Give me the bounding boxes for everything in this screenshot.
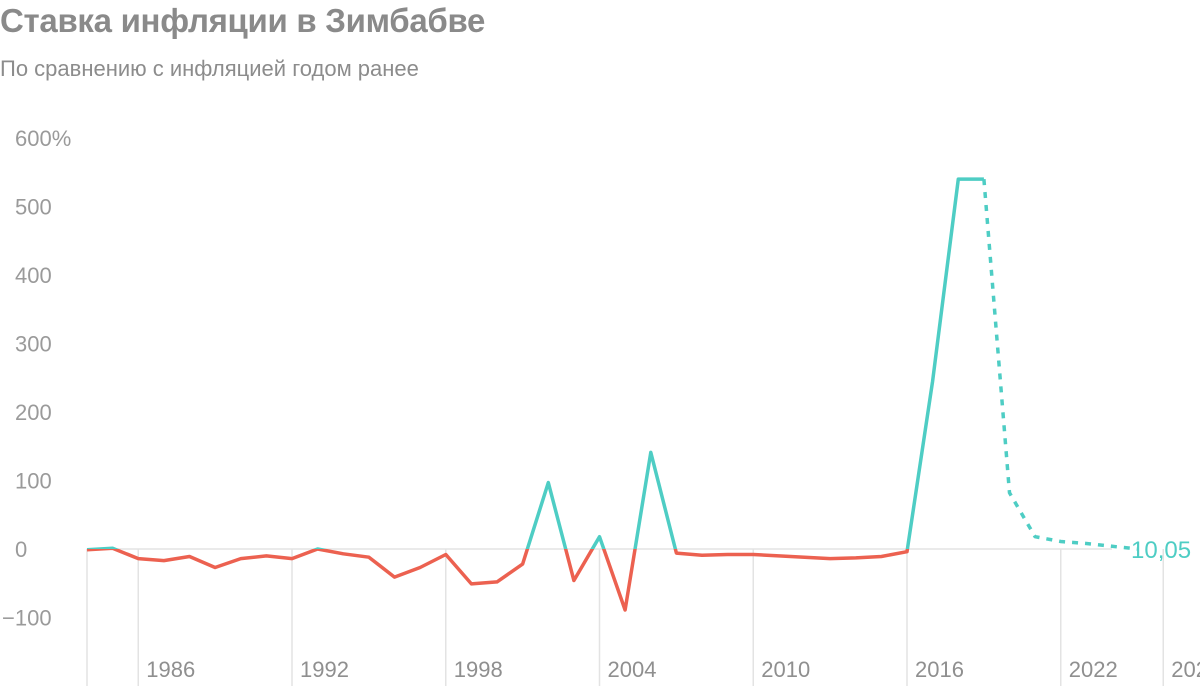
inflation-line-negative [86,549,910,612]
inflation-line-positive [86,177,984,549]
x-tick-label: 2016 [915,657,964,682]
x-tick-label: 1992 [300,657,349,682]
y-tick-label: 100 [15,469,52,494]
x-tick-label: 2004 [608,657,657,682]
y-tick-label: 300 [15,332,52,357]
x-tick-label: 2026 [1171,657,1200,682]
y-tick-label: 500 [15,195,52,220]
y-tick-label: 0 [15,537,27,562]
end-value-label: 10,05 [1131,537,1191,564]
x-tick-label: 2010 [761,657,810,682]
x-tick-label: 1986 [146,657,195,682]
chart-subtitle: По сравнению с инфляцией годом ранее [0,56,419,81]
y-tick-label: −100 [2,606,52,631]
x-tick-label: 1998 [454,657,503,682]
x-tick-label: 2022 [1069,657,1118,682]
y-tick-label: 400 [15,263,52,288]
forecast-dashed-line [982,178,1138,551]
y-tick-label: 600% [15,126,71,151]
chart-title: Ставка инфляции в Зимбабве [0,2,486,39]
y-tick-label: 200 [15,400,52,425]
